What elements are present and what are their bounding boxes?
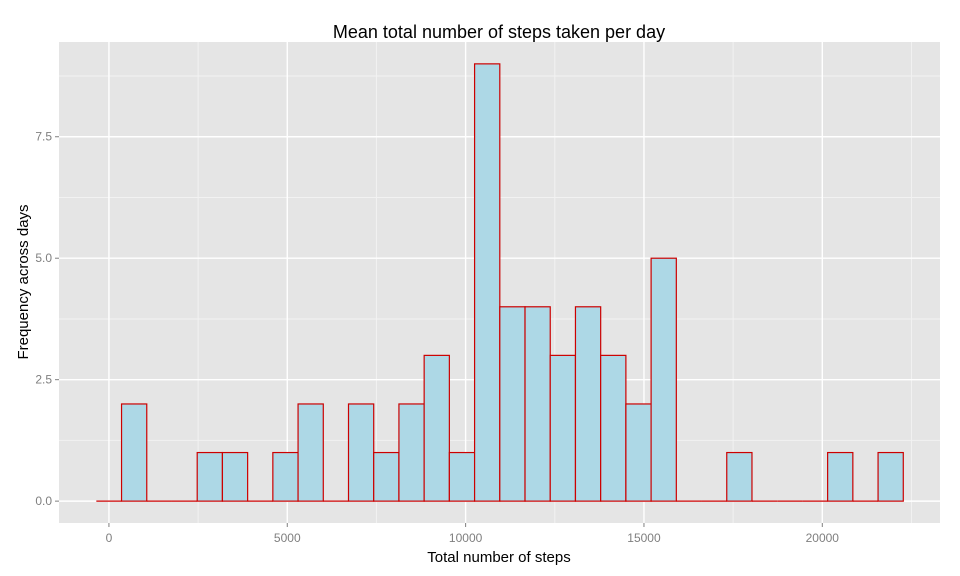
y-tick-label: 2.5 bbox=[35, 373, 52, 387]
histogram-bar bbox=[473, 63, 501, 502]
x-tick-label: 5000 bbox=[274, 531, 301, 545]
histogram-bar bbox=[499, 306, 526, 502]
histogram-bar bbox=[221, 451, 249, 502]
x-tick-label: 20000 bbox=[806, 531, 840, 545]
histogram-bar bbox=[877, 451, 904, 502]
histogram-bar bbox=[272, 451, 299, 502]
histogram-bar bbox=[524, 306, 551, 502]
histogram-bar bbox=[625, 403, 652, 502]
chart-title: Mean total number of steps taken per day bbox=[333, 22, 665, 42]
x-tick-label: 0 bbox=[106, 531, 113, 545]
histogram-bar bbox=[448, 451, 476, 502]
x-tick-label: 10000 bbox=[449, 531, 483, 545]
x-axis-title: Total number of steps bbox=[427, 549, 570, 566]
histogram-bar bbox=[726, 451, 753, 502]
histogram-bar bbox=[297, 403, 324, 502]
y-axis-ticks: 0.0 2.5 5.0 7.5 bbox=[35, 130, 59, 508]
y-tick-label: 5.0 bbox=[35, 251, 52, 265]
histogram-bar bbox=[120, 403, 148, 502]
histogram-bar bbox=[549, 354, 577, 502]
histogram-bar bbox=[373, 451, 400, 502]
histogram-bar bbox=[196, 451, 224, 502]
y-axis-title: Frequency across days bbox=[15, 204, 32, 359]
y-tick-label: 0.0 bbox=[35, 494, 52, 508]
histogram-bar bbox=[574, 306, 602, 502]
histogram-bar bbox=[600, 354, 627, 502]
histogram-bar bbox=[827, 451, 854, 502]
y-tick-label: 7.5 bbox=[35, 130, 52, 144]
x-tick-label: 15000 bbox=[627, 531, 661, 545]
histogram-bar bbox=[650, 257, 677, 502]
bars bbox=[96, 63, 904, 502]
histogram-bar bbox=[347, 403, 375, 502]
histogram-bar bbox=[398, 403, 425, 502]
x-axis-ticks: 0 5000 10000 15000 20000 bbox=[106, 523, 840, 545]
histogram-bar bbox=[423, 354, 450, 502]
